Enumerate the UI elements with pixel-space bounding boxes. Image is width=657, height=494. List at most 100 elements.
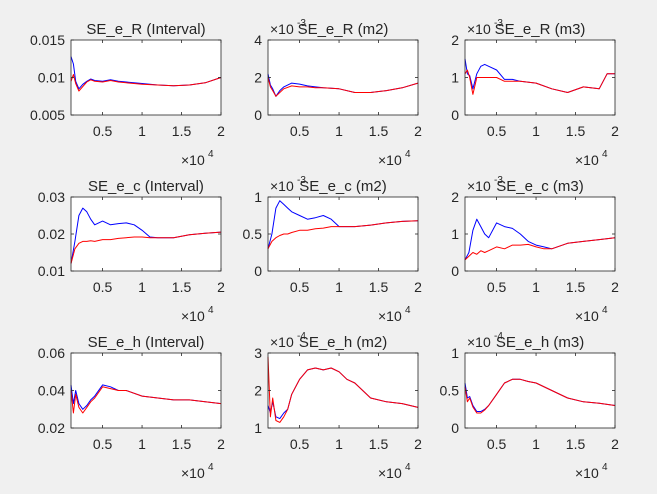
x-tick-label: 0.5 (487, 279, 507, 295)
x-tick-label: 1.5 (172, 123, 192, 139)
y-exponent-power: -3 (297, 175, 306, 186)
plot-area (71, 353, 221, 428)
subplot-title: SE_e_h (m2) (299, 334, 387, 351)
x-tick-label: 1 (138, 123, 146, 139)
x-exponent-power: 4 (208, 462, 214, 473)
subplot-title: SE_e_h (m3) (496, 334, 584, 351)
series-line-2 (70, 74, 222, 92)
plot-area (71, 40, 221, 115)
subplot-title: SE_e_R (m2) (298, 21, 389, 38)
y-tick-label: 0.5 (243, 226, 263, 242)
x-tick-label: 0.5 (290, 436, 310, 452)
subplot-title: SE_e_R (Interval) (86, 21, 205, 38)
x-tick-label: 1.5 (566, 123, 586, 139)
y-tick-label: 0 (451, 107, 459, 123)
y-tick-label: 0.015 (30, 32, 65, 48)
y-tick-label: 0.01 (38, 70, 65, 86)
x-tick-label: 1 (532, 436, 540, 452)
x-exponent-label: ×10 (378, 152, 402, 168)
x-tick-label: 1.5 (566, 436, 586, 452)
x-exponent-label: ×10 (575, 152, 599, 168)
x-tick-label: 1.5 (566, 279, 586, 295)
x-exponent-label: ×10 (575, 308, 599, 324)
y-tick-label: 0 (254, 107, 262, 123)
y-tick-label: 2 (451, 32, 459, 48)
plot-area (268, 353, 418, 428)
y-tick-label: 0.02 (38, 420, 65, 436)
x-tick-label: 2 (414, 279, 422, 295)
x-exponent-power: 4 (405, 462, 411, 473)
subplot-title: SE_e_R (m3) (495, 21, 586, 38)
y-exponent-label: ×10 (270, 21, 294, 37)
series-line-2 (267, 77, 419, 97)
x-tick-label: 1 (532, 279, 540, 295)
x-tick-label: 1 (335, 279, 343, 295)
x-tick-label: 1 (138, 279, 146, 295)
y-tick-label: 0.04 (38, 383, 65, 399)
y-tick-label: 2 (254, 383, 262, 399)
subplot-4: 0.01 0.02 0.03 0.5 1 1.5 2 ×10 4 SE_e_c (Interval… (38, 178, 225, 324)
subplot-title: SE_e_c (m3) (496, 178, 584, 195)
plot-area (465, 353, 615, 428)
x-exponent-label: ×10 (181, 465, 205, 481)
x-exponent-power: 4 (602, 305, 608, 316)
x-exponent-label: ×10 (181, 308, 205, 324)
y-exponent-label: ×10 (270, 334, 294, 350)
x-tick-label: 1.5 (369, 436, 389, 452)
x-tick-label: 1.5 (172, 279, 192, 295)
x-tick-label: 1 (532, 123, 540, 139)
x-exponent-power: 4 (405, 305, 411, 316)
x-tick-label: 2 (217, 279, 225, 295)
series-line-2 (70, 386, 222, 414)
x-tick-label: 2 (414, 436, 422, 452)
x-exponent-power: 4 (602, 149, 608, 160)
y-exponent-power: -3 (297, 18, 306, 29)
x-tick-label: 0.5 (93, 123, 113, 139)
y-tick-label: 0.03 (38, 189, 65, 205)
series-line-2 (70, 231, 222, 264)
x-tick-label: 1.5 (172, 436, 192, 452)
y-tick-label: 0 (254, 263, 262, 279)
y-tick-label: 1 (451, 226, 459, 242)
y-exponent-power: -3 (494, 175, 503, 186)
y-tick-label: 2 (254, 70, 262, 86)
series-line-2 (267, 220, 419, 250)
x-exponent-label: ×10 (378, 465, 402, 481)
x-tick-label: 0.5 (290, 123, 310, 139)
y-exponent-label: ×10 (467, 178, 491, 194)
plot-area (268, 40, 418, 115)
x-exponent-label: ×10 (378, 308, 402, 324)
x-exponent-power: 4 (405, 149, 411, 160)
y-tick-label: 4 (254, 32, 262, 48)
y-tick-label: 1 (254, 189, 262, 205)
series-line-2 (464, 237, 616, 261)
x-exponent-label: ×10 (181, 152, 205, 168)
subplot-7: 0.02 0.04 0.06 0.5 1 1.5 2 ×10 4 SE_e_h (Interval… (38, 334, 225, 481)
y-tick-label: 0.005 (30, 107, 65, 123)
x-tick-label: 0.5 (487, 123, 507, 139)
subplot-title: SE_e_c (Interval) (88, 178, 204, 195)
series-line-2 (267, 356, 419, 423)
y-exponent-label: ×10 (467, 21, 491, 37)
x-tick-label: 1 (335, 123, 343, 139)
x-tick-label: 2 (414, 123, 422, 139)
x-tick-label: 2 (217, 436, 225, 452)
x-tick-label: 0.5 (93, 279, 113, 295)
y-tick-label: 0.5 (440, 383, 460, 399)
y-tick-label: 0.06 (38, 345, 65, 361)
x-exponent-label: ×10 (575, 465, 599, 481)
y-exponent-label: ×10 (270, 178, 294, 194)
plot-area (465, 197, 615, 271)
y-tick-label: 2 (451, 189, 459, 205)
y-exponent-power: -4 (297, 331, 306, 342)
subplot-1: 0.005 0.01 0.015 0.5 1 1.5 2 ×10 4 SE_e_R (Interv… (30, 21, 225, 168)
x-tick-label: 2 (611, 436, 619, 452)
x-tick-label: 0.5 (290, 279, 310, 295)
x-tick-label: 0.5 (93, 436, 113, 452)
x-tick-label: 2 (611, 279, 619, 295)
series-line-2 (464, 69, 615, 95)
x-tick-label: 1 (335, 436, 343, 452)
